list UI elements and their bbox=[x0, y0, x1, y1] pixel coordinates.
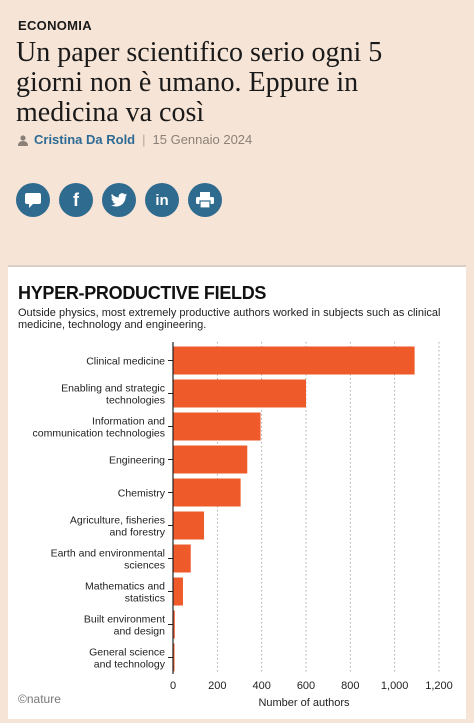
twitter-icon bbox=[110, 192, 128, 207]
publish-date: 15 Gennaio 2024 bbox=[152, 132, 253, 147]
bar bbox=[173, 412, 261, 441]
bar bbox=[173, 577, 183, 606]
twitter-button[interactable] bbox=[102, 183, 136, 217]
user-icon bbox=[18, 134, 28, 146]
bar bbox=[173, 346, 415, 375]
bar bbox=[173, 445, 248, 474]
category-label: General science and technology bbox=[89, 647, 166, 671]
category-label: Earth and environmental sciences bbox=[51, 548, 165, 572]
category-label: Chemistry bbox=[118, 488, 166, 500]
x-tick-label: 200 bbox=[208, 680, 226, 692]
nature-logo: ©nature bbox=[18, 692, 61, 706]
article-headline: Un paper scientifico serio ogni 5 giorni… bbox=[16, 37, 383, 128]
x-axis-label: Number of authors bbox=[258, 697, 350, 709]
print-button[interactable] bbox=[188, 183, 222, 217]
x-tick-label: 0 bbox=[170, 680, 176, 692]
linkedin-icon: in bbox=[155, 191, 169, 209]
chart-card: HYPER-PRODUCTIVE FIELDS Outside physics,… bbox=[8, 265, 466, 719]
bar bbox=[173, 511, 205, 540]
print-icon bbox=[196, 192, 214, 208]
x-tick-label: 1,200 bbox=[425, 680, 453, 692]
share-bar: f in bbox=[16, 183, 222, 217]
x-tick-label: 600 bbox=[297, 680, 315, 692]
comment-button[interactable] bbox=[16, 183, 50, 217]
section-label[interactable]: ECONOMIA bbox=[18, 18, 92, 33]
x-tick-label: 1,000 bbox=[381, 680, 409, 692]
category-label: Information and communication technologie… bbox=[33, 416, 166, 440]
bar bbox=[173, 379, 306, 408]
facebook-icon: f bbox=[73, 189, 79, 210]
chart-title: HYPER-PRODUCTIVE FIELDS bbox=[18, 283, 267, 303]
category-label: Clinical medicine bbox=[86, 356, 165, 368]
chart-subtitle: Outside physics, most extremely producti… bbox=[18, 307, 441, 331]
bar-chart: Clinical medicine Enabling and strategic t… bbox=[33, 342, 453, 709]
x-tick-label: 400 bbox=[252, 680, 270, 692]
x-tick-label: 800 bbox=[341, 680, 359, 692]
facebook-button[interactable]: f bbox=[59, 183, 93, 217]
comment-icon bbox=[25, 193, 41, 208]
category-label: Enabling and strategic technologies bbox=[61, 383, 165, 407]
category-label: Engineering bbox=[109, 455, 165, 467]
byline: Cristina Da Rold | 15 Gennaio 2024 bbox=[18, 132, 252, 147]
linkedin-button[interactable]: in bbox=[145, 183, 179, 217]
category-label: Built environment and design bbox=[84, 614, 165, 638]
bar bbox=[173, 643, 175, 672]
category-label: Mathematics and statistics bbox=[85, 581, 165, 605]
author-link[interactable]: Cristina Da Rold bbox=[34, 132, 136, 147]
category-label: Agriculture, fisheries and forestry bbox=[70, 515, 166, 539]
bar bbox=[173, 478, 241, 507]
bar bbox=[173, 544, 191, 573]
bar bbox=[173, 610, 175, 639]
byline-separator: | bbox=[142, 132, 146, 147]
